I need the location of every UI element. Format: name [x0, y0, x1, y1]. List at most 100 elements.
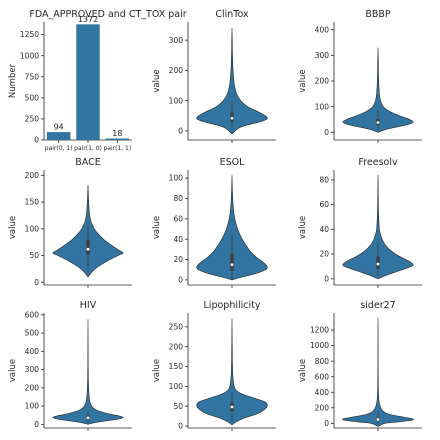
- y-tick-label: 0: [178, 422, 183, 431]
- y-tick-label: 40: [319, 225, 329, 234]
- y-tick-label: 100: [169, 174, 184, 183]
- violin-body: [196, 318, 268, 426]
- y-tick-label: 40: [173, 235, 183, 244]
- violin-body: [196, 28, 268, 135]
- y-tick-label: 20: [173, 255, 183, 264]
- y-tick-label: 500: [25, 93, 40, 102]
- y-tick-label: 400: [315, 388, 330, 397]
- violin-body: [342, 317, 414, 427]
- x-tick-label: pair(1, 1): [103, 145, 131, 152]
- y-tick-label: 500: [25, 329, 40, 338]
- y-tick-label: 100: [169, 382, 184, 391]
- panel-title: BBBP: [365, 9, 391, 20]
- y-axis-label: value: [8, 216, 18, 239]
- y-tick-label: 250: [169, 322, 184, 331]
- violin-body: [342, 174, 414, 280]
- y-tick-label: 300: [25, 365, 40, 374]
- panel-lipophilicity: Lipophilicity value 0 50 100 150 200 250: [152, 300, 276, 431]
- violin-median: [376, 262, 380, 266]
- y-tick-label: 0: [34, 136, 39, 145]
- y-tick-label: 0: [324, 419, 329, 428]
- y-axis-label: value: [152, 359, 162, 382]
- panel-sider27: sider27 value 0 200 400 600 800 1000 1200: [298, 300, 422, 431]
- bar-value-label: 18: [112, 129, 122, 138]
- y-tick-label: 200: [169, 342, 184, 351]
- panel-pairs: FDA_APPROVED and CT_TOX pair Number 0 250 50…: [8, 9, 187, 152]
- panel-freesolv: Freesolv value 0 20 40 60 80: [298, 157, 422, 288]
- violin-box: [86, 239, 90, 255]
- y-tick-label: 400: [315, 25, 330, 34]
- y-axis-label: value: [8, 359, 18, 382]
- y-tick-label: 1000: [20, 51, 39, 60]
- panel-clintox: ClinTox value 0 100 200 300: [152, 9, 276, 143]
- y-tick-label: 100: [25, 402, 40, 411]
- violin-median: [230, 405, 234, 409]
- y-axis-label: value: [298, 69, 308, 92]
- y-tick-label: 0: [324, 274, 329, 283]
- y-tick-label: 600: [315, 372, 330, 381]
- y-tick-label: 300: [169, 36, 184, 45]
- panel-title: BACE: [75, 157, 101, 168]
- y-tick-label: 1250: [20, 30, 39, 39]
- bar: [105, 138, 130, 140]
- bar-value-label: 94: [54, 123, 64, 132]
- y-tick-label: 20: [319, 250, 329, 259]
- panel-title: Lipophilicity: [204, 300, 261, 311]
- y-tick-label: 200: [315, 77, 330, 86]
- panel-title: Freesolv: [358, 157, 398, 168]
- y-axis-label: value: [152, 69, 162, 92]
- panel-title: HIV: [80, 300, 97, 311]
- y-tick-label: 300: [315, 51, 330, 60]
- y-tick-label: 800: [315, 357, 330, 366]
- violin-body: [196, 175, 268, 281]
- x-tick-label: pair(1, 0): [74, 145, 102, 152]
- y-tick-label: 400: [25, 347, 40, 356]
- panel-title: ClinTox: [215, 9, 249, 20]
- panel-esol: ESOL value 0 20 40 60 80 100: [152, 157, 276, 288]
- y-tick-label: 50: [29, 251, 39, 260]
- y-axis-label: value: [298, 359, 308, 382]
- panel-title: sider27: [360, 300, 395, 311]
- violin-median: [86, 247, 90, 251]
- y-tick-label: 150: [169, 362, 184, 371]
- panel-title: FDA_APPROVED and CT_TOX pair: [29, 9, 186, 20]
- y-tick-label: 1200: [310, 326, 329, 335]
- y-tick-label: 0: [34, 278, 39, 287]
- panel-title: ESOL: [220, 157, 246, 168]
- bar: [76, 24, 100, 140]
- y-tick-label: 80: [173, 194, 183, 203]
- y-tick-label: 200: [315, 403, 330, 412]
- y-tick-label: 0: [34, 420, 39, 429]
- y-tick-label: 100: [25, 224, 40, 233]
- panel-bbbp: BBBP value 0 100 200 300 400: [298, 9, 422, 143]
- y-axis-label: Number: [8, 63, 18, 98]
- y-tick-label: 60: [173, 214, 183, 223]
- y-tick-label: 100: [315, 102, 330, 111]
- violin-median: [230, 116, 234, 120]
- y-tick-label: 600: [25, 310, 40, 319]
- y-tick-label: 200: [25, 383, 40, 392]
- violin-median: [376, 121, 380, 124]
- violin-median: [230, 263, 234, 267]
- y-axis-label: value: [152, 216, 162, 239]
- y-tick-label: 150: [25, 198, 40, 207]
- y-tick-label: 0: [324, 128, 329, 137]
- y-axis-label: value: [298, 216, 308, 239]
- y-tick-label: 1000: [310, 341, 329, 350]
- y-tick-label: 200: [25, 171, 40, 180]
- panel-hiv: HIV value 0 100 200 300 400 500 600: [8, 300, 132, 431]
- violin-body: [342, 47, 414, 133]
- violin-box: [230, 253, 234, 271]
- y-tick-label: 50: [173, 402, 183, 411]
- y-tick-label: 250: [25, 115, 40, 124]
- y-tick-label: 0: [178, 127, 183, 136]
- panel-bace: BACE value 0 50 100 150 200: [8, 157, 132, 288]
- y-tick-label: 60: [319, 200, 329, 209]
- y-tick-label: 750: [25, 72, 40, 81]
- violin-median: [86, 416, 90, 420]
- y-tick-label: 0: [178, 276, 183, 285]
- violin-median: [376, 418, 380, 421]
- y-tick-label: 80: [319, 175, 329, 184]
- y-tick-label: 200: [169, 66, 184, 75]
